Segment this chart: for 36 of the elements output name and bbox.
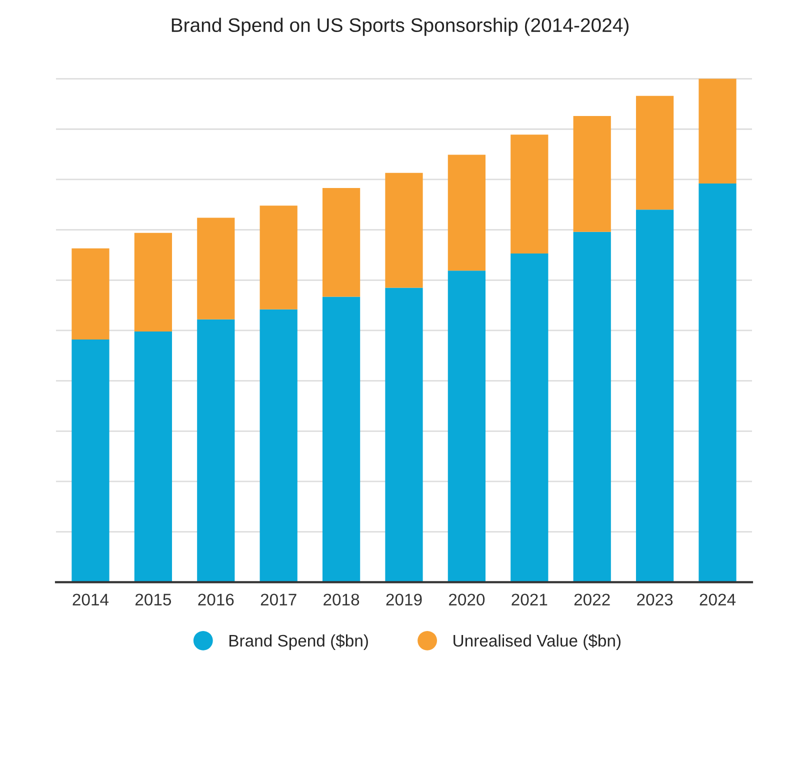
x-tick-label: 2022	[574, 594, 610, 606]
bar	[260, 206, 298, 310]
x-tick-label: 2019	[386, 594, 422, 606]
bar	[197, 218, 235, 320]
bar	[134, 232, 172, 332]
bar	[510, 253, 548, 582]
bar	[636, 210, 674, 582]
bar	[698, 183, 736, 582]
bar	[197, 319, 235, 582]
bar	[72, 248, 110, 340]
x-tick-label: 2017	[260, 594, 296, 606]
x-tick-label: 2014	[72, 594, 109, 606]
bar	[448, 154, 486, 271]
x-tick-label: 2021	[512, 594, 548, 606]
bar	[636, 96, 674, 210]
x-tick-label: 2020	[449, 594, 485, 606]
bar	[385, 288, 423, 582]
bar	[573, 232, 611, 582]
x-tick-label: 2016	[198, 594, 234, 606]
bar	[573, 116, 611, 232]
bar	[698, 78, 736, 184]
legend-label: Unrealised Value ($bn)	[454, 634, 621, 650]
bar	[260, 309, 298, 582]
chart-title: Brand Spend on US Sports Sponsorship (2014-2024)	[172, 18, 629, 36]
legend-label: Brand Spend ($bn)	[230, 634, 368, 650]
bar	[385, 172, 423, 288]
x-tick-label: 2018	[324, 594, 360, 606]
x-tick-label: 2024	[700, 594, 736, 606]
bar	[134, 331, 172, 582]
bar	[322, 188, 360, 297]
bar	[510, 134, 548, 254]
bar	[322, 296, 360, 582]
bar	[448, 270, 486, 582]
x-tick-label: 2015	[135, 594, 172, 606]
x-tick-label: 2023	[637, 594, 673, 606]
bar	[72, 340, 110, 582]
